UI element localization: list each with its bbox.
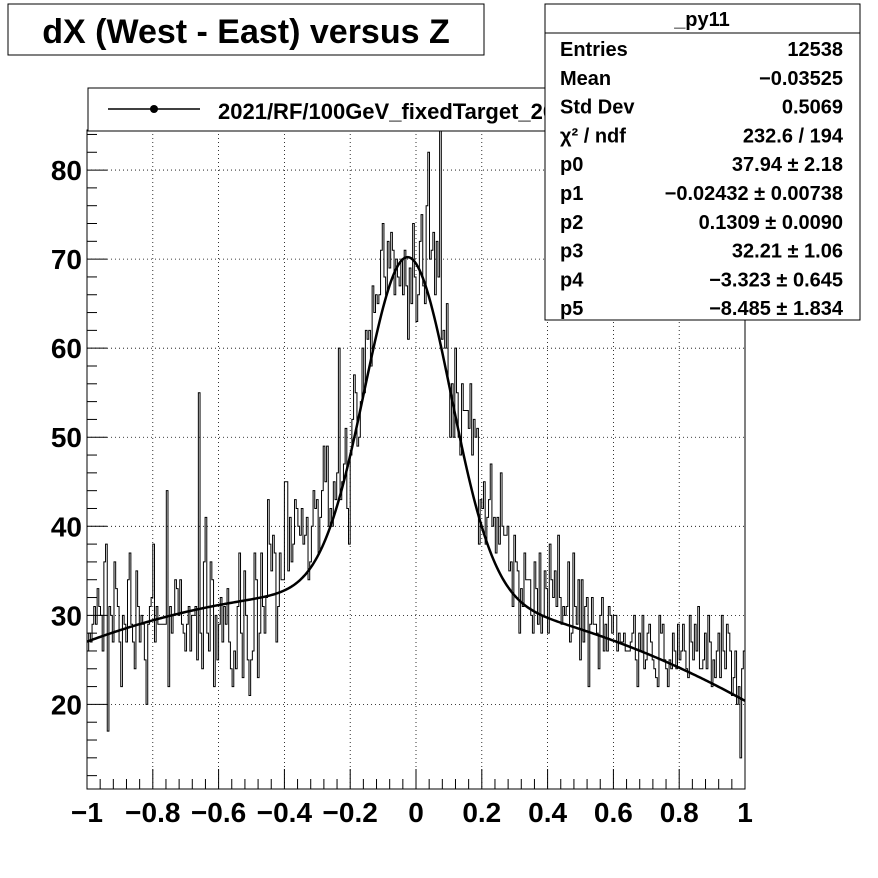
y-axis-tick-labels: 20 30 40 50 60 70 80 <box>51 155 82 720</box>
stats-row-value: −3.323 ± 0.645 <box>709 269 843 291</box>
x-tick-label: 0.2 <box>462 797 501 828</box>
statistics-box: _py11 Entries 12538 Mean −0.03525 Std Dev 0.5… <box>544 3 861 321</box>
y-tick-label: 80 <box>51 155 82 186</box>
stats-row-name: Std Dev <box>560 97 635 119</box>
stats-row-name: p4 <box>560 269 584 291</box>
x-tick-label: −0.4 <box>257 797 313 828</box>
x-tick-label: −0.2 <box>323 797 378 828</box>
stats-row-name: p1 <box>560 183 583 205</box>
stats-row-value: 0.1309 ± 0.0090 <box>699 212 843 234</box>
x-tick-label: 0.4 <box>528 797 567 828</box>
stats-row-value: 0.5069 <box>782 97 843 119</box>
histogram-series <box>87 129 745 759</box>
y-tick-label: 30 <box>51 600 82 631</box>
y-tick-label: 50 <box>51 422 82 453</box>
y-tick-label: 70 <box>51 244 82 275</box>
stats-row-value: 12538 <box>787 39 843 61</box>
y-tick-label: 60 <box>51 333 82 364</box>
x-tick-label: −0.6 <box>191 797 246 828</box>
x-tick-label: 1 <box>737 797 753 828</box>
stats-row-value: −0.02432 ± 0.00738 <box>665 183 843 205</box>
x-tick-label: −0.8 <box>125 797 180 828</box>
fit-curve-series <box>86 255 746 702</box>
x-tick-label: 0 <box>408 797 424 828</box>
x-tick-label: 0.8 <box>660 797 699 828</box>
y-tick-label: 40 <box>51 511 82 542</box>
stats-row-value: 37.94 ± 2.18 <box>732 154 843 176</box>
legend-entry: 2021/RF/100GeV_fixedTarget_2021 <box>218 99 580 124</box>
x-tick-label: 0.6 <box>594 797 633 828</box>
stats-row-value: 32.21 ± 1.06 <box>732 241 843 263</box>
stats-row-name: Entries <box>560 39 628 61</box>
chart-title: dX (West - East) versus Z <box>42 13 450 51</box>
histogram-steps <box>87 129 745 759</box>
x-tick-label: −1 <box>71 797 103 828</box>
stats-row-value: 232.6 / 194 <box>743 125 844 147</box>
legend: 2021/RF/100GeV_fixedTarget_2021 <box>87 87 614 132</box>
stats-row-value: −8.485 ± 1.834 <box>709 298 844 320</box>
stats-row-name: Mean <box>560 68 611 90</box>
x-axis-tick-labels: −1 −0.8 −0.6 −0.4 −0.2 0 0.2 0.4 0.6 0.8 1 <box>71 797 753 828</box>
legend-point-marker <box>150 105 158 113</box>
stats-row-name: p2 <box>560 212 583 234</box>
stats-row-name: p5 <box>560 298 583 320</box>
stats-title: _py11 <box>673 9 730 31</box>
stats-row-value: −0.03525 <box>759 68 843 90</box>
stats-row-name: p0 <box>560 154 583 176</box>
title-box: dX (West - East) versus Z <box>7 3 485 56</box>
stats-row-name: p3 <box>560 241 583 263</box>
stats-row-name: χ² / ndf <box>560 125 626 147</box>
fit-curve <box>86 255 746 702</box>
y-tick-label: 20 <box>51 689 82 720</box>
